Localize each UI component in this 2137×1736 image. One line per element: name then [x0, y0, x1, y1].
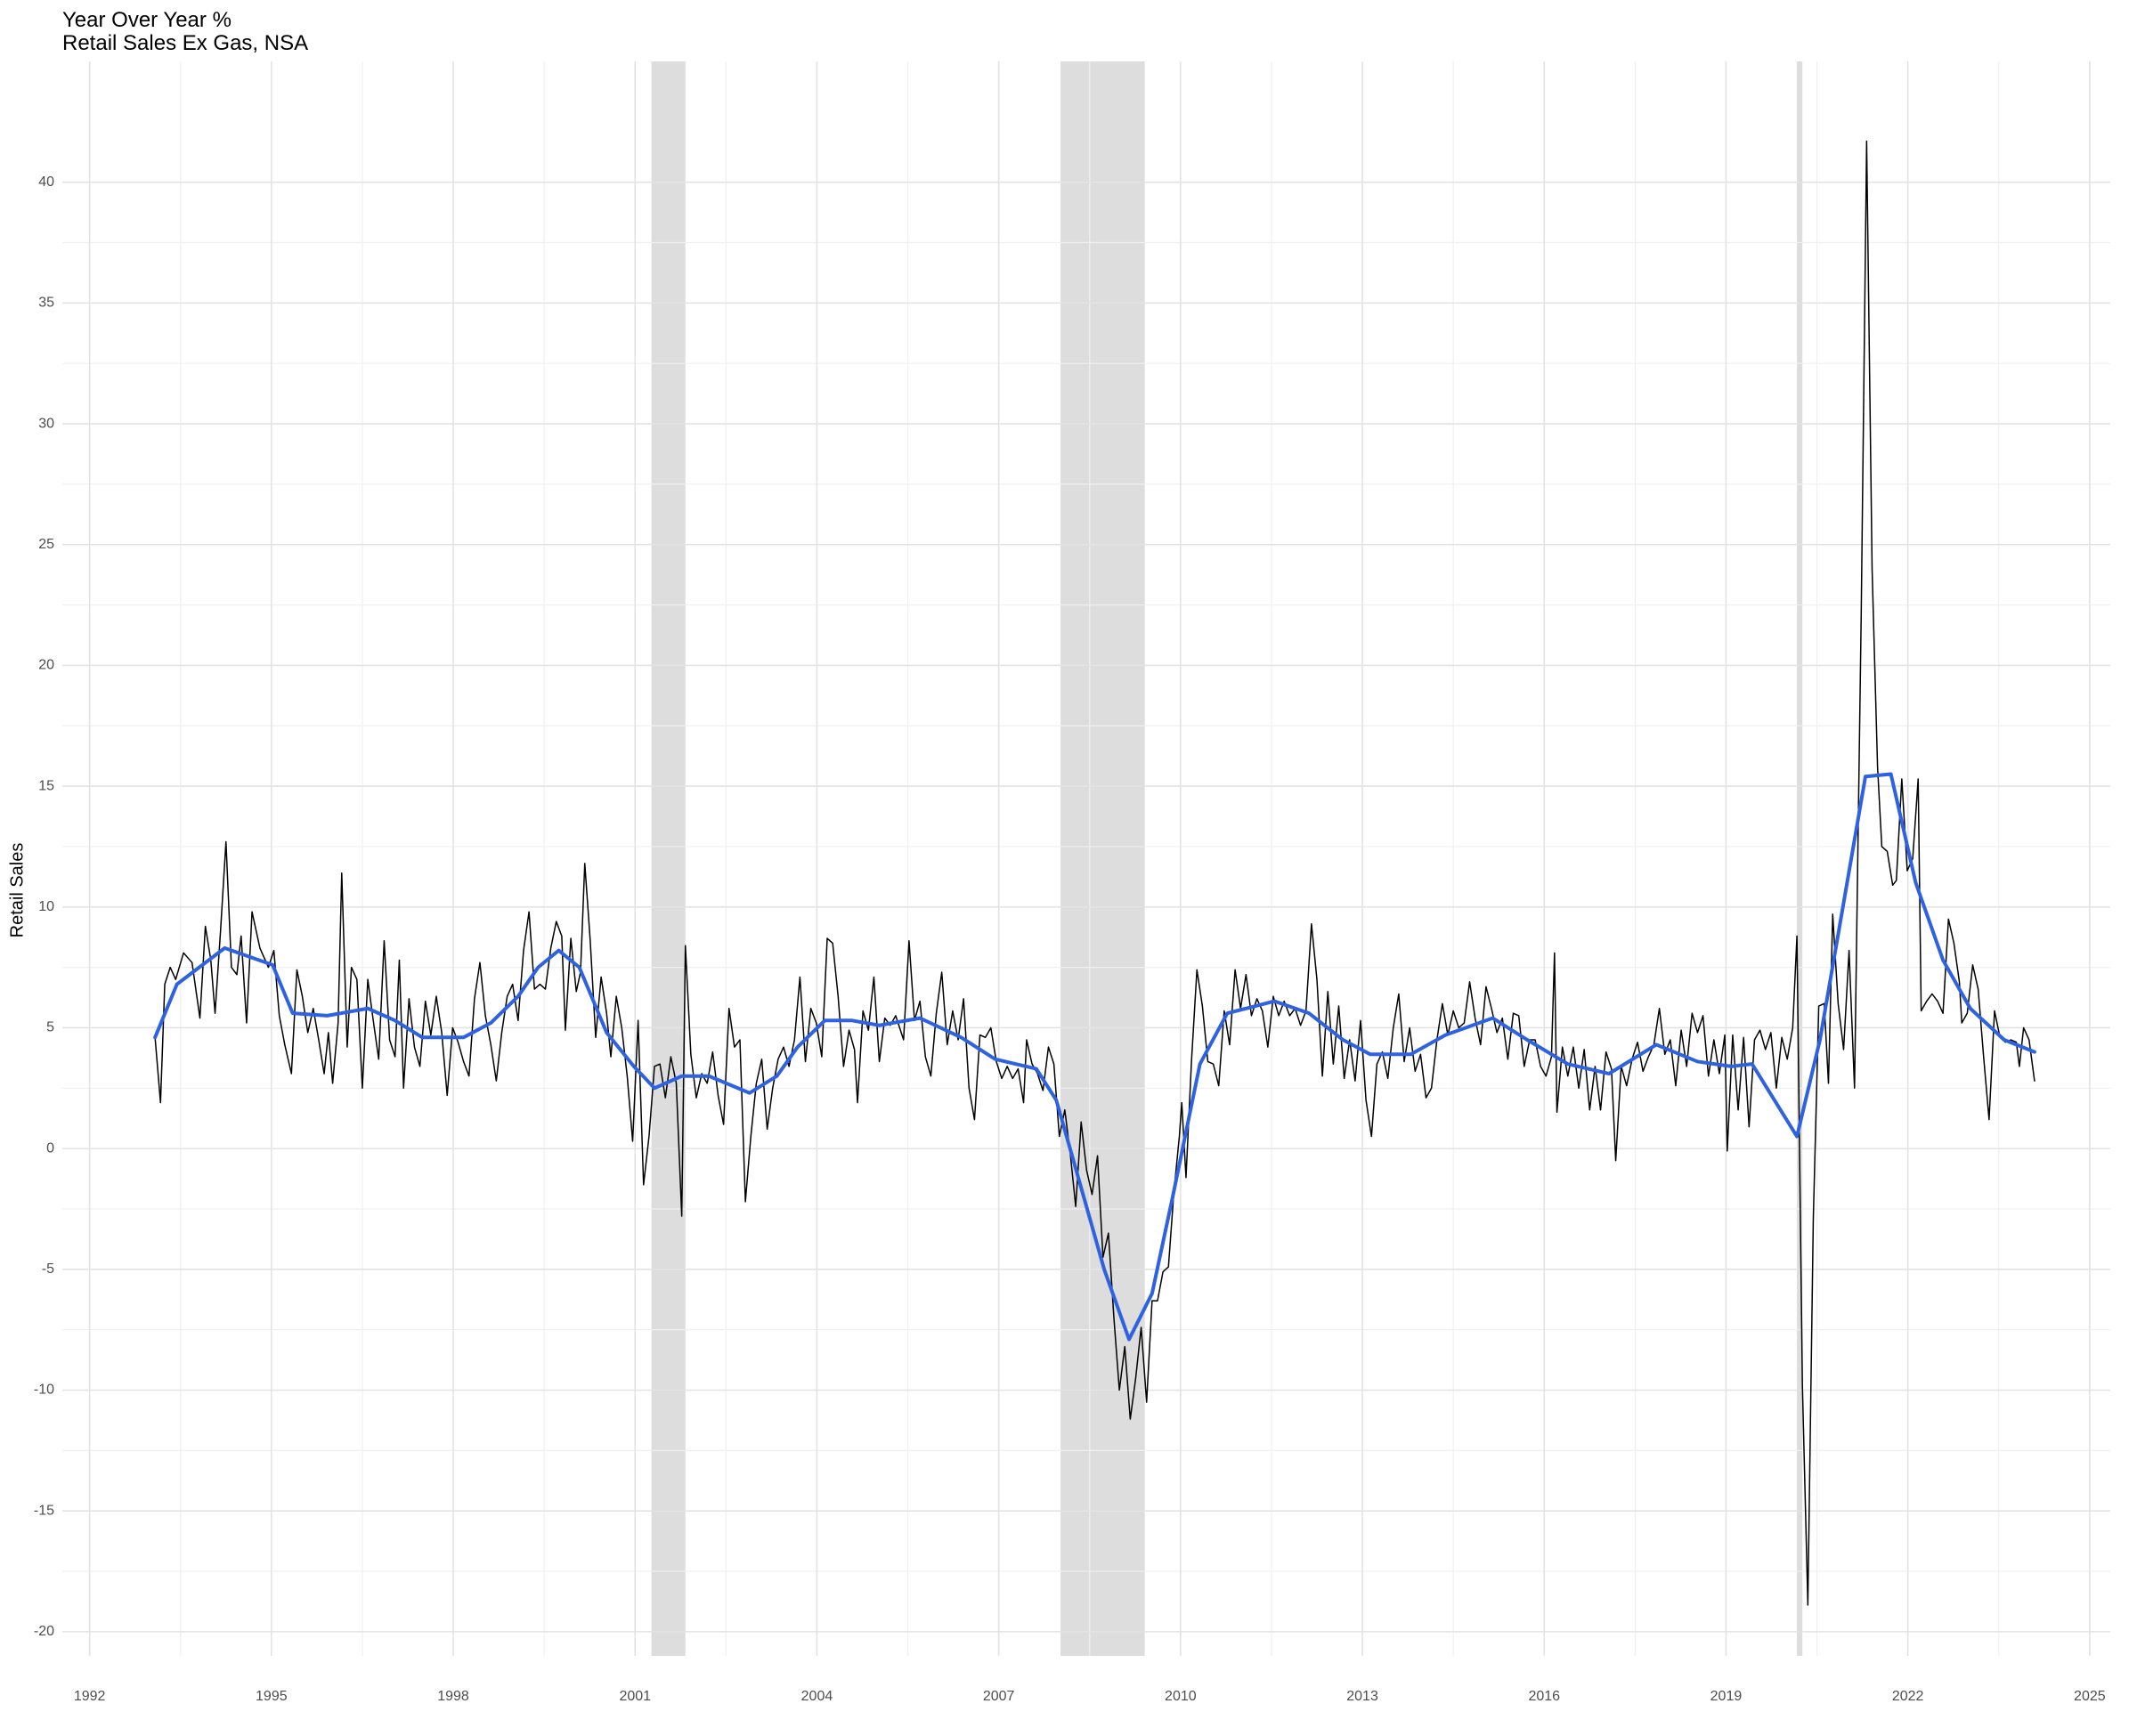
x-tick-label: 2025	[2074, 1689, 2106, 1704]
y-tick-label: 15	[38, 778, 54, 793]
x-tick-label: 2007	[983, 1689, 1015, 1704]
y-tick-label: 10	[38, 899, 54, 914]
y-tick-label: 20	[38, 658, 54, 673]
chart-title: Year Over Year %	[62, 8, 232, 32]
y-tick-label: -5	[42, 1261, 54, 1277]
x-tick-label: 2016	[1528, 1689, 1560, 1704]
x-tick-label: 1998	[437, 1689, 469, 1704]
y-tick-label: -10	[34, 1383, 54, 1398]
recession-band	[1797, 61, 1803, 1656]
recession-band	[1060, 61, 1145, 1656]
x-tick-label: 2013	[1346, 1689, 1378, 1704]
x-tick-label: 1995	[256, 1689, 288, 1704]
recession-band	[651, 61, 686, 1656]
y-tick-label: 30	[38, 416, 54, 431]
y-tick-label: 35	[38, 296, 54, 311]
data-line	[154, 140, 2035, 1606]
y-axis-label: Retail Sales	[7, 843, 27, 938]
y-tick-label: 25	[38, 537, 54, 552]
y-tick-label: 5	[46, 1020, 54, 1035]
y-tick-label: -20	[34, 1624, 54, 1639]
y-tick-label: 0	[46, 1140, 54, 1156]
y-tick-label: 40	[38, 174, 54, 190]
x-tick-label: 2022	[1892, 1689, 1924, 1704]
x-tick-label: 1992	[74, 1689, 106, 1704]
chart-subtitle: Retail Sales Ex Gas, NSA	[62, 31, 308, 55]
y-tick-label: -15	[34, 1503, 54, 1518]
x-tick-label: 2010	[1165, 1689, 1197, 1704]
data-line	[153, 772, 2036, 1342]
x-tick-label: 2004	[801, 1689, 833, 1704]
x-tick-label: 2001	[619, 1689, 651, 1704]
x-tick-label: 2019	[1710, 1689, 1743, 1704]
